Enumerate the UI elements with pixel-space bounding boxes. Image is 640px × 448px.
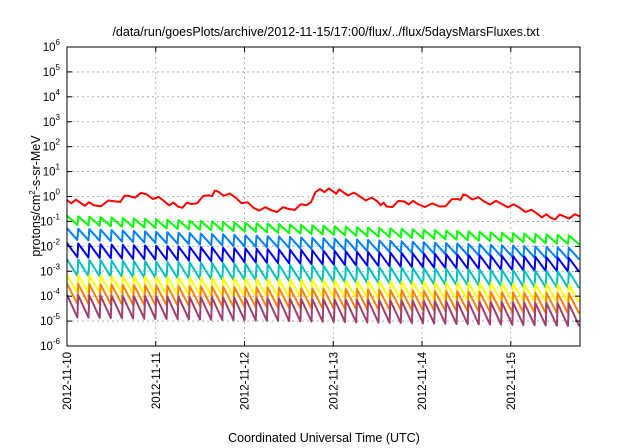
series-line-2 — [66, 227, 580, 261]
x-tick-label: 2012-11-11 — [151, 352, 163, 409]
y-tick-label: 101 — [43, 163, 61, 179]
y-tick-label: 10-1 — [40, 212, 60, 228]
y-tick-label: 10-3 — [40, 262, 60, 278]
y-axis-label: protons/cm2-s-sr-MeV — [28, 135, 43, 257]
x-axis-label: Coordinated Universal Time (UTC) — [228, 431, 420, 445]
x-tick-label: 2012-11-13 — [328, 352, 340, 410]
chart-title: /data/run/goesPlots/archive/2012-11-15/1… — [112, 25, 540, 39]
plot-series — [66, 187, 581, 327]
y-tick-label: 10-5 — [40, 312, 60, 328]
x-tick-label: 2012-11-14 — [417, 351, 429, 410]
series-line-7 — [66, 294, 581, 327]
y-tick-label: 103 — [43, 113, 61, 129]
y-axis-label-post: -s-sr-MeV — [29, 135, 43, 191]
x-tick-label: 2012-11-15 — [506, 352, 518, 410]
x-tick-label: 2012-11-10 — [62, 352, 74, 410]
series-line-4 — [66, 258, 581, 289]
series-line-1 — [66, 215, 580, 246]
y-tick-label: 106 — [43, 38, 61, 54]
y-tick-label: 102 — [43, 138, 61, 154]
y-tick-label: 10-2 — [40, 237, 60, 253]
y-tick-label: 105 — [43, 63, 61, 79]
x-tick-label: 2012-11-12 — [240, 352, 252, 410]
series-line-3 — [66, 242, 581, 273]
series-line-0 — [66, 187, 581, 221]
y-tick-label: 10-4 — [40, 287, 60, 303]
y-axis-label-sup: 2 — [28, 190, 37, 195]
y-tick-label: 10-6 — [40, 337, 60, 353]
y-axis-label-pre: protons/cm — [29, 195, 43, 257]
y-tick-label: 104 — [43, 88, 61, 104]
y-tick-labels: 10-6 10-5 10-4 10-3 10-2 10-1 100 101 102 103 104 1… — [40, 38, 580, 353]
y-tick-label: 100 — [43, 188, 61, 204]
x-tick-labels: 2012-11-10 2012-11-11 2012-11-12 2012-11-13… — [62, 47, 518, 410]
